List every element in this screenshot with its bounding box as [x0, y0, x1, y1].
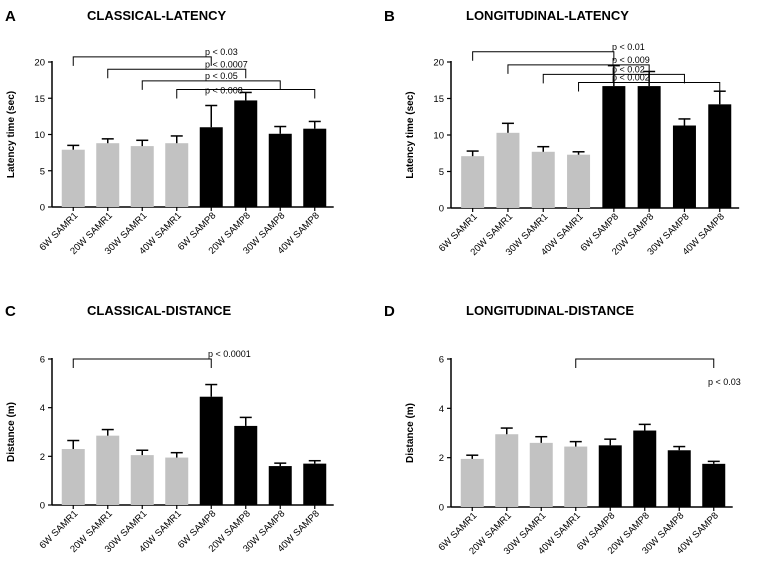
bar-5	[199, 396, 223, 505]
bar-8	[708, 104, 732, 208]
significance-bracket	[542, 73, 685, 84]
y-tick-label: 10	[433, 131, 444, 142]
y-tick-label: 0	[40, 501, 45, 512]
significance-label: p < 0.0007	[205, 59, 248, 69]
bar-1	[61, 149, 85, 207]
y-tick-label: 4	[40, 403, 45, 414]
y-tick-label: 6	[439, 355, 444, 366]
chart-title: CLASSICAL-DISTANCE	[87, 303, 232, 318]
bar-8	[702, 463, 726, 507]
y-tick-label: 10	[34, 130, 45, 141]
y-tick-label: 0	[439, 204, 444, 215]
y-tick-label: 20	[433, 58, 444, 69]
bar-6	[637, 86, 661, 208]
y-tick-label: 2	[439, 453, 444, 464]
bar-3	[531, 151, 555, 208]
y-tick-label: 15	[34, 94, 45, 105]
y-tick-label: 0	[439, 503, 444, 514]
bar-8	[303, 128, 327, 207]
bar-1	[460, 458, 484, 507]
bar-4	[165, 143, 189, 207]
y-tick-label: 4	[439, 404, 444, 415]
significance-label: p < 0.01	[612, 42, 645, 52]
significance-bracket	[141, 80, 281, 90]
bar-6	[234, 100, 258, 207]
y-tick-label: 2	[40, 452, 45, 463]
chart-title: LONGITUDINAL-LATENCY	[466, 8, 629, 23]
bar-1	[461, 156, 485, 208]
y-tick-label: 0	[40, 203, 45, 214]
significance-bracket	[107, 68, 247, 79]
y-tick-label: 6	[40, 355, 45, 366]
bar-4	[567, 154, 591, 208]
chart-panel-a: A CLASSICAL-LATENCY Latency time (sec) 0 5 10…	[5, 8, 334, 257]
bar-4	[564, 446, 588, 507]
significance-bracket	[578, 81, 721, 92]
significance-label: p < 0.03	[205, 47, 238, 57]
bar-6	[234, 425, 258, 505]
y-tick-label: 20	[34, 58, 45, 69]
bar-8	[303, 463, 327, 505]
y-axis-label: Distance (m)	[405, 403, 416, 463]
significance-bracket	[507, 64, 650, 74]
significance-label: p < 0.0001	[208, 349, 251, 359]
bar-7	[667, 450, 691, 507]
significance-bracket	[72, 56, 212, 66]
bar-2	[496, 132, 520, 208]
significance-label: p < 0.002	[612, 72, 650, 82]
bar-1	[61, 449, 85, 505]
significance-bracket	[472, 51, 615, 61]
y-tick-label: 15	[433, 94, 444, 105]
significance-label: p < 0.03	[708, 377, 741, 387]
chart-panel-b: B LONGITUDINAL-LATENCY Latency time (sec) 0…	[384, 8, 740, 258]
y-axis-label: Distance (m)	[6, 402, 17, 462]
significance-label: p < 0.02	[612, 64, 645, 74]
significance-label: p < 0.05	[205, 71, 238, 81]
panel-letter: D	[384, 303, 395, 320]
bar-6	[633, 430, 657, 507]
panel-letter: B	[384, 8, 395, 25]
bar-2	[96, 143, 120, 207]
bar-7	[268, 133, 292, 207]
bar-5	[598, 445, 622, 507]
bar-7	[268, 466, 292, 505]
bar-7	[672, 125, 696, 208]
chart-title: CLASSICAL-LATENCY	[87, 8, 226, 23]
significance-label: p < 0.008	[205, 86, 243, 96]
bar-4	[165, 457, 189, 505]
bar-2	[96, 435, 120, 505]
bar-3	[529, 442, 553, 507]
y-tick-label: 5	[439, 167, 444, 178]
y-axis-label: Latency time (sec)	[405, 91, 416, 178]
y-tick-label: 5	[40, 166, 45, 177]
bar-5	[199, 127, 223, 207]
bar-2	[495, 434, 519, 507]
y-axis-label: Latency time (sec)	[6, 91, 17, 178]
significance-bracket	[575, 358, 715, 368]
significance-bracket	[176, 89, 316, 99]
significance-label: p < 0.009	[612, 55, 650, 65]
bar-5	[602, 86, 626, 208]
bar-3	[130, 455, 154, 505]
chart-title: LONGITUDINAL-DISTANCE	[466, 303, 634, 318]
significance-bracket	[72, 358, 212, 368]
panel-letter: A	[5, 8, 16, 25]
bar-3	[130, 146, 154, 207]
panel-letter: C	[5, 303, 16, 320]
